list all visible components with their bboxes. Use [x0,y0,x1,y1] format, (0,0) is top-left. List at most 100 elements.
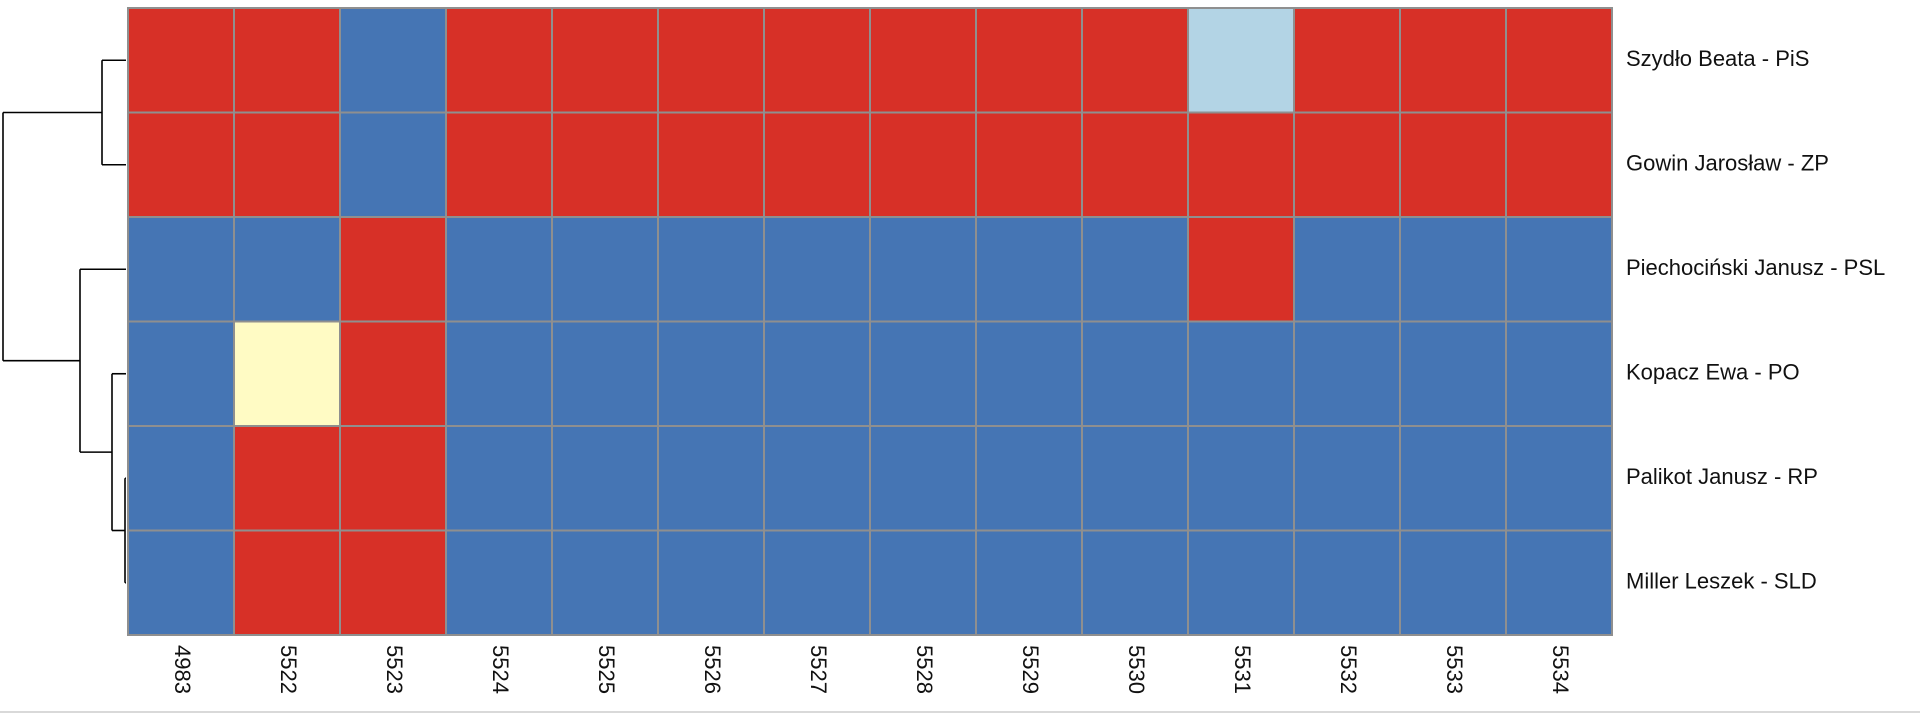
column-label: 4983 [170,645,195,694]
heatmap-cell [763,529,871,636]
column-label: 5527 [806,645,831,694]
heatmap-cell [975,111,1083,218]
heatmap-cell [1505,529,1613,636]
heatmap-cell [339,7,447,114]
heatmap-cell [1399,7,1507,114]
heatmap-cell [869,7,977,114]
heatmap-cell [127,425,235,532]
heatmap-cell [127,7,235,114]
heatmap-cell [657,425,765,532]
heatmap-cell [657,216,765,323]
column-labels: 4983 5522 5523 5524 5525 5526 5527 5528 5529 5530… [170,645,1573,694]
column-label: 5533 [1442,645,1467,694]
heatmap-cell [1399,216,1507,323]
heatmap-cell [445,425,553,532]
heatmap-cell [1187,216,1295,323]
heatmap-cell [657,320,765,427]
heatmap-cell [1399,320,1507,427]
heatmap-cell [1187,111,1295,218]
heatmap-cell [1081,425,1189,532]
heatmap-cell [233,320,341,427]
heatmap-cell [551,425,659,532]
heatmap-cell [1293,320,1401,427]
heatmap-cell [763,7,871,114]
row-label: Gowin Jarosław - ZP [1626,151,1829,176]
heatmap-cell [1293,216,1401,323]
heatmap-cell [1081,216,1189,323]
row-label: Miller Leszek - SLD [1626,569,1817,594]
column-label: 5530 [1124,645,1149,694]
heatmap-cell [339,320,447,427]
heatmap-cell [763,216,871,323]
heatmap-cell [339,529,447,636]
heatmap-cell [869,111,977,218]
heatmap-cell [1505,7,1613,114]
heatmap-cell [127,320,235,427]
heatmap-cell [1399,529,1507,636]
row-label: Piechociński Janusz - PSL [1626,255,1885,280]
heatmap-cell [1187,529,1295,636]
heatmap-cells [127,7,1613,636]
row-label: Palikot Janusz - RP [1626,464,1818,489]
heatmap-cell [869,320,977,427]
heatmap-cell [1505,425,1613,532]
column-label: 5532 [1336,645,1361,694]
heatmap-cell [1081,7,1189,114]
heatmap-cell [975,529,1083,636]
heatmap-cell [869,529,977,636]
heatmap-cell [1081,529,1189,636]
heatmap-cell [869,216,977,323]
column-label: 5526 [700,645,725,694]
heatmap-cell [233,529,341,636]
heatmap-cell [1399,425,1507,532]
heatmap-cell [1187,425,1295,532]
heatmap-cell [1293,111,1401,218]
heatmap-cell [551,529,659,636]
heatmap-cell [233,111,341,218]
heatmap-cell [1399,111,1507,218]
heatmap-cell [1081,111,1189,218]
column-label: 5522 [276,645,301,694]
heatmap-cell [975,216,1083,323]
heatmap-cell [127,529,235,636]
heatmap-cell [551,7,659,114]
heatmap-cell [657,529,765,636]
column-label: 5529 [1018,645,1043,694]
heatmap-cell [445,529,553,636]
heatmap-cell [551,111,659,218]
heatmap-cell [233,216,341,323]
heatmap-cell [339,216,447,323]
heatmap-cell [763,425,871,532]
row-label: Szydło Beata - PiS [1626,46,1809,71]
heatmap-cell [339,425,447,532]
heatmap-cell [551,216,659,323]
heatmap-cell [1187,320,1295,427]
heatmap-cell [551,320,659,427]
heatmap-cell [657,7,765,114]
column-label: 5525 [594,645,619,694]
heatmap-border [127,7,1613,636]
heatmap-cell [445,320,553,427]
heatmap-cell [127,111,235,218]
heatmap-cell [975,7,1083,114]
heatmap-cell [763,320,871,427]
heatmap-cell [339,111,447,218]
column-label: 5524 [488,645,513,694]
column-label: 5531 [1230,645,1255,694]
heatmap-cell [1293,425,1401,532]
column-label: 5534 [1548,645,1573,694]
heatmap-cell [1293,529,1401,636]
heatmap-cell [233,425,341,532]
heatmap-cell [1081,320,1189,427]
heatmap-cell [1505,320,1613,427]
column-label: 5523 [382,645,407,694]
heatmap-cell [233,7,341,114]
heatmap-cell [445,7,553,114]
row-labels: Szydło Beata - PiS Gowin Jarosław - ZP Pie… [1626,46,1885,594]
heatmap-cell [975,425,1083,532]
heatmap-cell [1505,111,1613,218]
row-dendrogram [2,59,126,584]
heatmap-cell [1187,7,1295,114]
